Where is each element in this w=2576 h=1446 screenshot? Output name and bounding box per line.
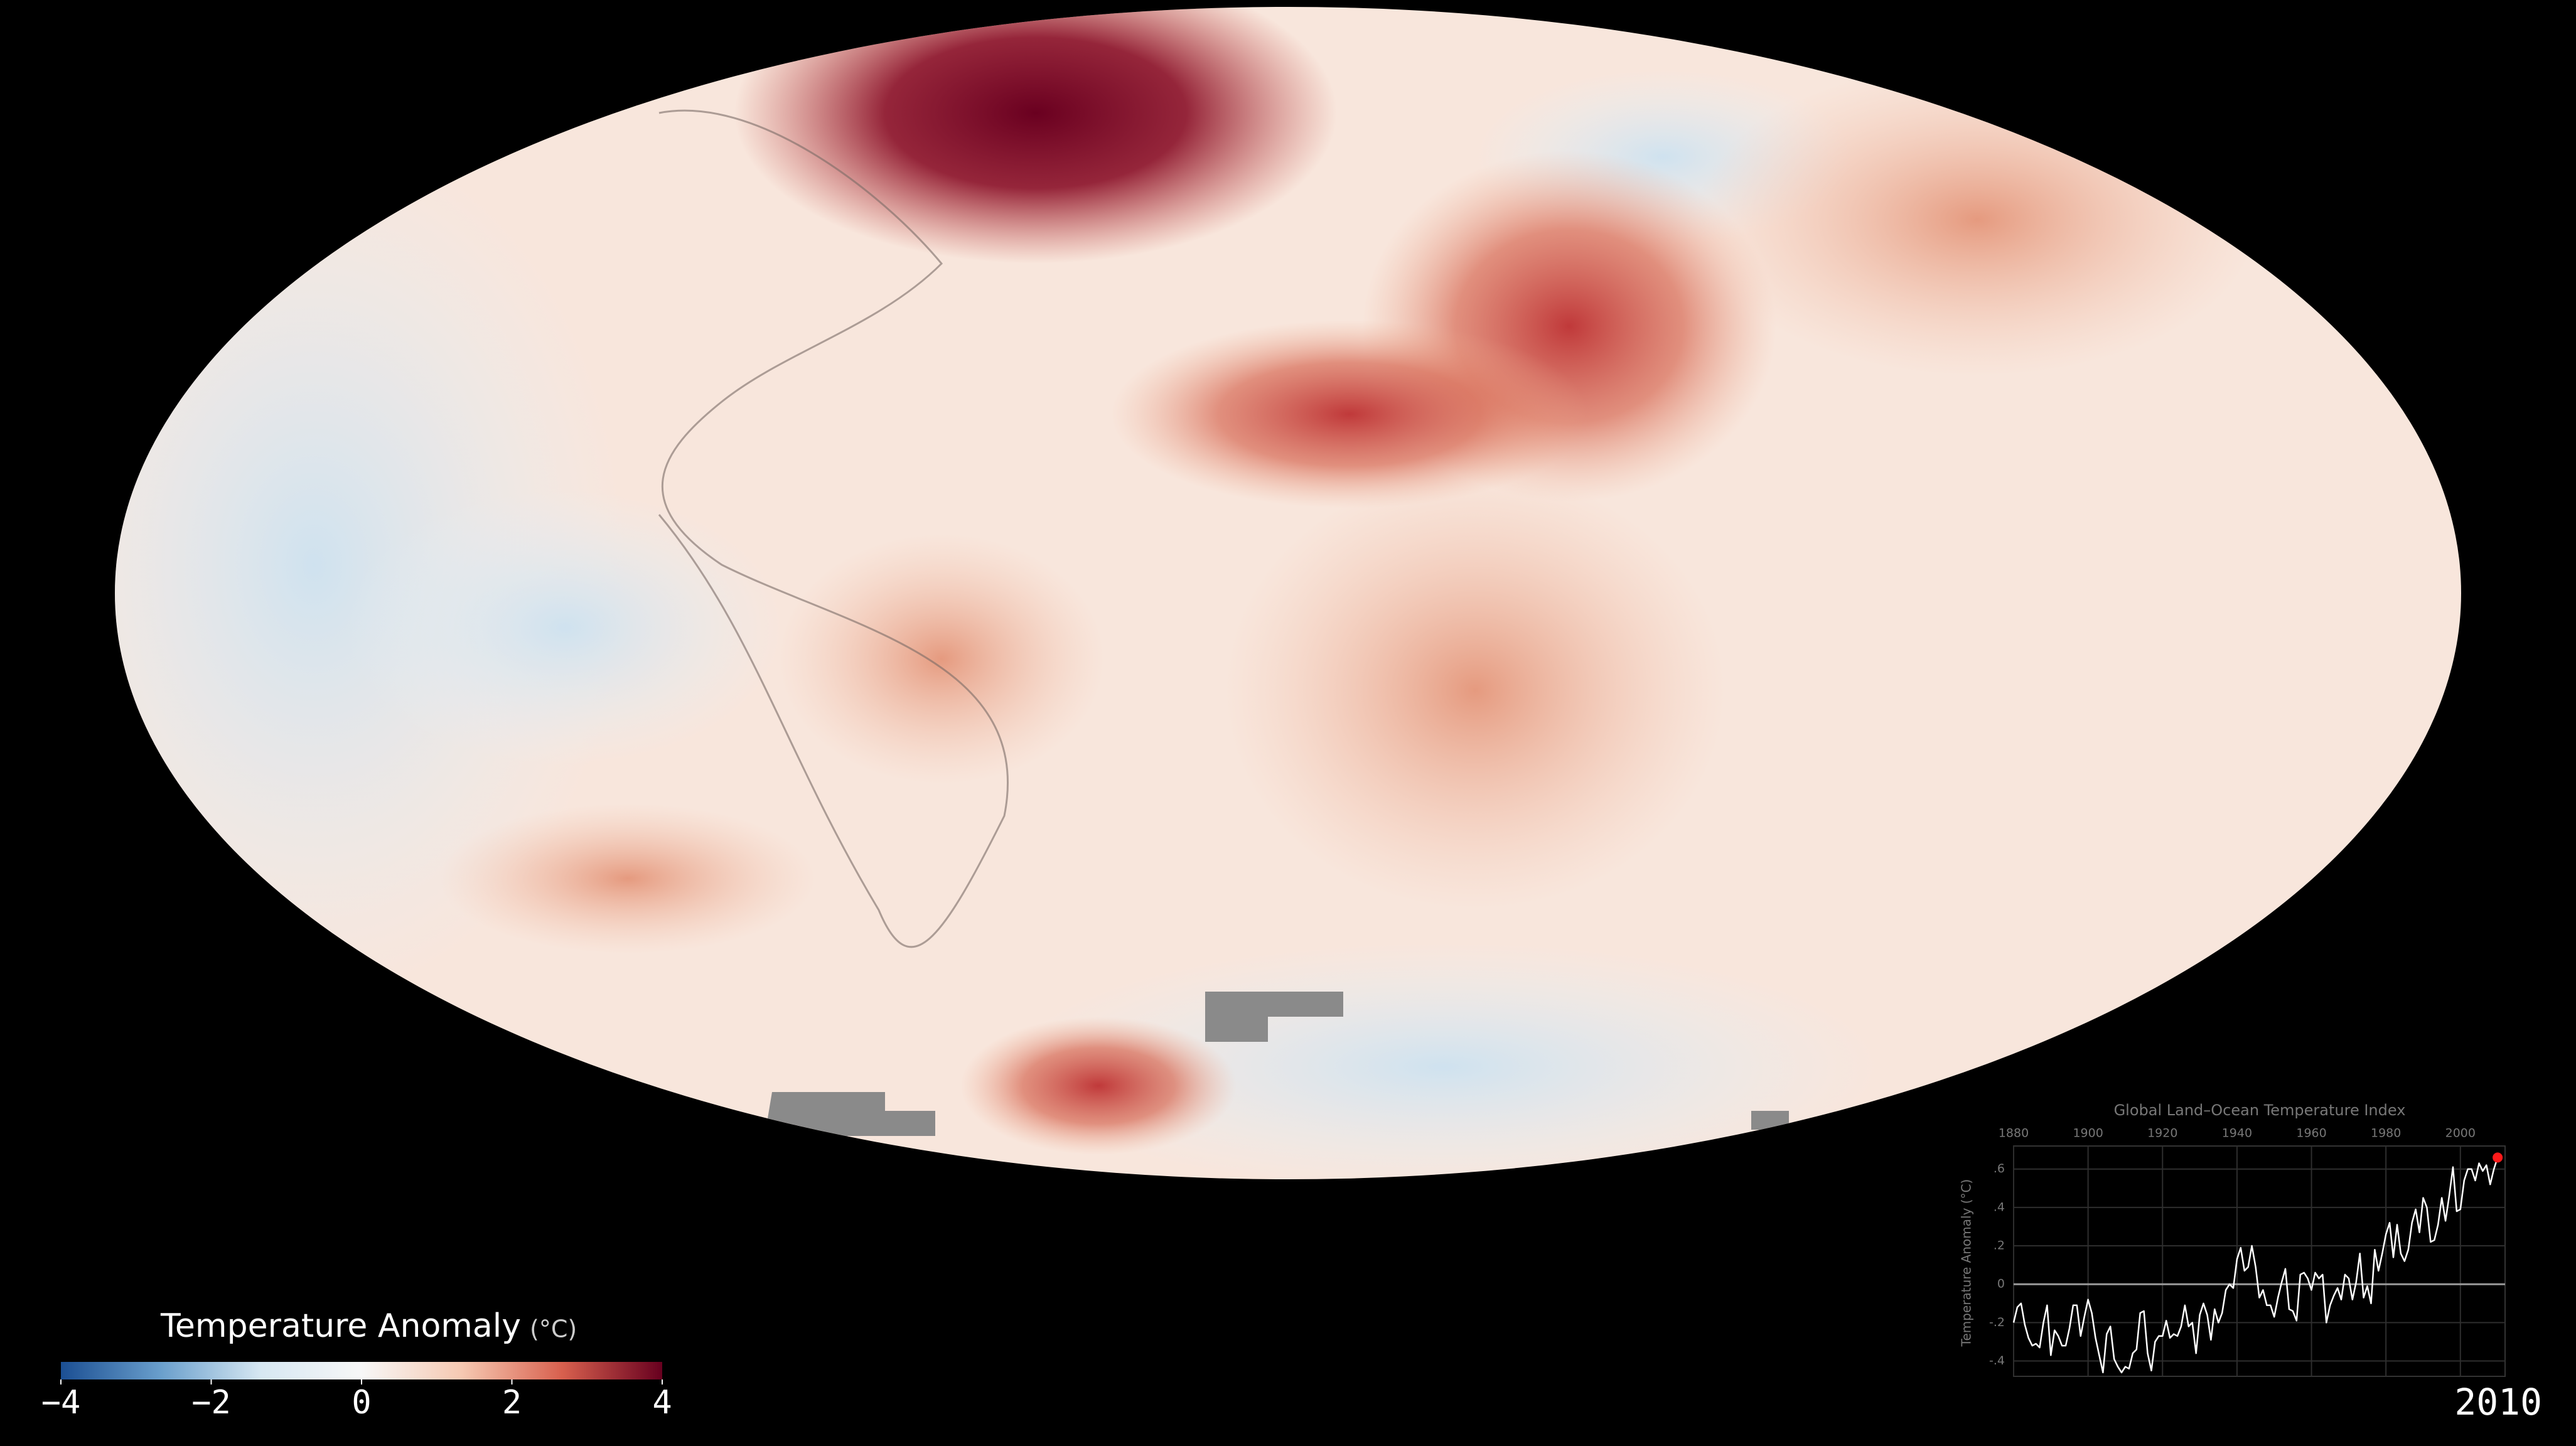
warm-region <box>1224 471 1726 910</box>
year-label: 2010 <box>2454 1381 2542 1423</box>
y-tick-label: 0 <box>1997 1277 2005 1291</box>
inset-y-label: Temperature Anomaly (°C) <box>1959 1179 1974 1347</box>
x-tick-label: 1960 <box>2296 1127 2326 1140</box>
y-tick-label: -.4 <box>1989 1354 2005 1368</box>
warm-region <box>1695 63 2260 377</box>
legend-title: Temperature Anomaly <box>160 1307 521 1345</box>
coastline <box>658 109 1009 948</box>
y-tick-label: .6 <box>1994 1162 2005 1176</box>
legend-unit: (°C) <box>530 1315 577 1343</box>
warm-region <box>439 803 816 954</box>
warm-region <box>778 533 1105 785</box>
colorbar-tick-label: 4 <box>652 1384 672 1422</box>
colorbar-tick-label: 0 <box>352 1384 371 1422</box>
cool-region <box>345 490 785 766</box>
inset-title: Global Land–Ocean Temperature Index <box>2114 1101 2406 1119</box>
hot-region <box>960 1017 1237 1155</box>
x-tick-label: 1900 <box>2073 1127 2103 1140</box>
colorbar-tick-label: 2 <box>502 1384 522 1422</box>
colorbar <box>61 1362 662 1379</box>
map <box>115 7 2461 1179</box>
x-tick-label: 2000 <box>2445 1127 2476 1140</box>
y-tick-label: -.2 <box>1989 1315 2005 1329</box>
y-tick-label: .2 <box>1994 1239 2005 1253</box>
hot-region <box>1111 320 1588 508</box>
y-tick-label: .4 <box>1994 1200 2005 1214</box>
x-tick-label: 1920 <box>2147 1127 2177 1140</box>
colorbar-tick-label: −4 <box>41 1384 81 1422</box>
x-tick-label: 1980 <box>2371 1127 2401 1140</box>
x-tick-label: 1880 <box>1999 1127 2029 1140</box>
colorbar-tick-label: −2 <box>191 1384 231 1422</box>
current-point <box>2493 1152 2503 1163</box>
inset-frame <box>2013 1145 2506 1377</box>
x-tick-label: 1940 <box>2222 1127 2252 1140</box>
series-line <box>2012 1157 2499 1374</box>
